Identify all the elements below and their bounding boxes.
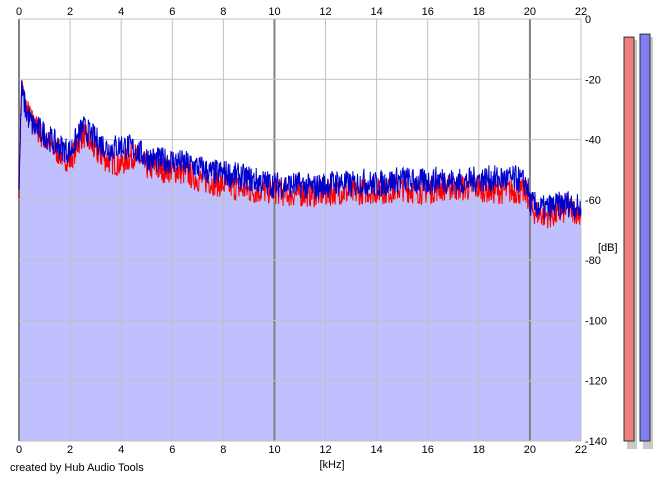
x-tick-label-top: 12 [319, 6, 331, 18]
x-tick-label-top: 14 [371, 6, 383, 18]
x-tick-label-top: 0 [16, 6, 22, 18]
level-meter-1 [623, 36, 635, 442]
x-tick-label-top: 18 [473, 6, 485, 18]
x-tick-label-bottom: 22 [575, 444, 587, 456]
x-tick-label-bottom: 12 [319, 444, 331, 456]
x-tick-label-top: 4 [118, 6, 124, 18]
x-tick-label-top: 10 [268, 6, 280, 18]
x-tick-label-top: 20 [524, 6, 536, 18]
x-tick-label-bottom: 16 [422, 444, 434, 456]
x-tick-label-bottom: 8 [220, 444, 226, 456]
spectrum-line-1 [18, 80, 582, 229]
y-tick-label: -60 [585, 195, 601, 207]
x-tick-label-top: 22 [575, 6, 587, 18]
x-tick-label-bottom: 6 [169, 444, 175, 456]
credit-text: created by Hub Audio Tools [10, 462, 144, 474]
x-tick-label-bottom: 20 [524, 444, 536, 456]
series-lines [18, 80, 582, 229]
y-tick-label: -100 [585, 315, 607, 327]
level-meter-2 [639, 33, 651, 442]
y-tick-label: -140 [585, 436, 607, 448]
x-tick-label-top: 6 [169, 6, 175, 18]
x-tick-label-bottom: 10 [268, 444, 280, 456]
y-tick-label: -20 [585, 74, 601, 86]
x-axis-top-ticks: 0 2 4 6 8 10 12 14 16 18 20 22 [16, 6, 587, 18]
grid-lines [18, 18, 582, 442]
x-axis-bottom-ticks: 0 2 4 6 8 10 12 14 16 18 20 22 [16, 444, 587, 456]
y-tick-label: -40 [585, 135, 601, 147]
level-meters [623, 33, 653, 449]
x-tick-label-bottom: 0 [16, 444, 22, 456]
x-tick-label-top: 8 [220, 6, 226, 18]
y-tick-label: -80 [585, 255, 601, 267]
x-tick-label-top: 16 [422, 6, 434, 18]
spectrum-line-2 [18, 80, 582, 221]
x-tick-label-top: 2 [67, 6, 73, 18]
x-tick-label-bottom: 14 [371, 444, 383, 456]
y-tick-label: -120 [585, 376, 607, 388]
x-axis-label: [kHz] [319, 459, 344, 471]
x-tick-label-bottom: 2 [67, 444, 73, 456]
x-tick-label-bottom: 4 [118, 444, 124, 456]
y-axis-right-ticks: 0 -20 -40 -60 -80 -100 -120 -140 [585, 14, 607, 448]
x-tick-label-bottom: 18 [473, 444, 485, 456]
y-tick-label: 0 [585, 14, 591, 26]
y-axis-label: [dB] [598, 242, 618, 254]
